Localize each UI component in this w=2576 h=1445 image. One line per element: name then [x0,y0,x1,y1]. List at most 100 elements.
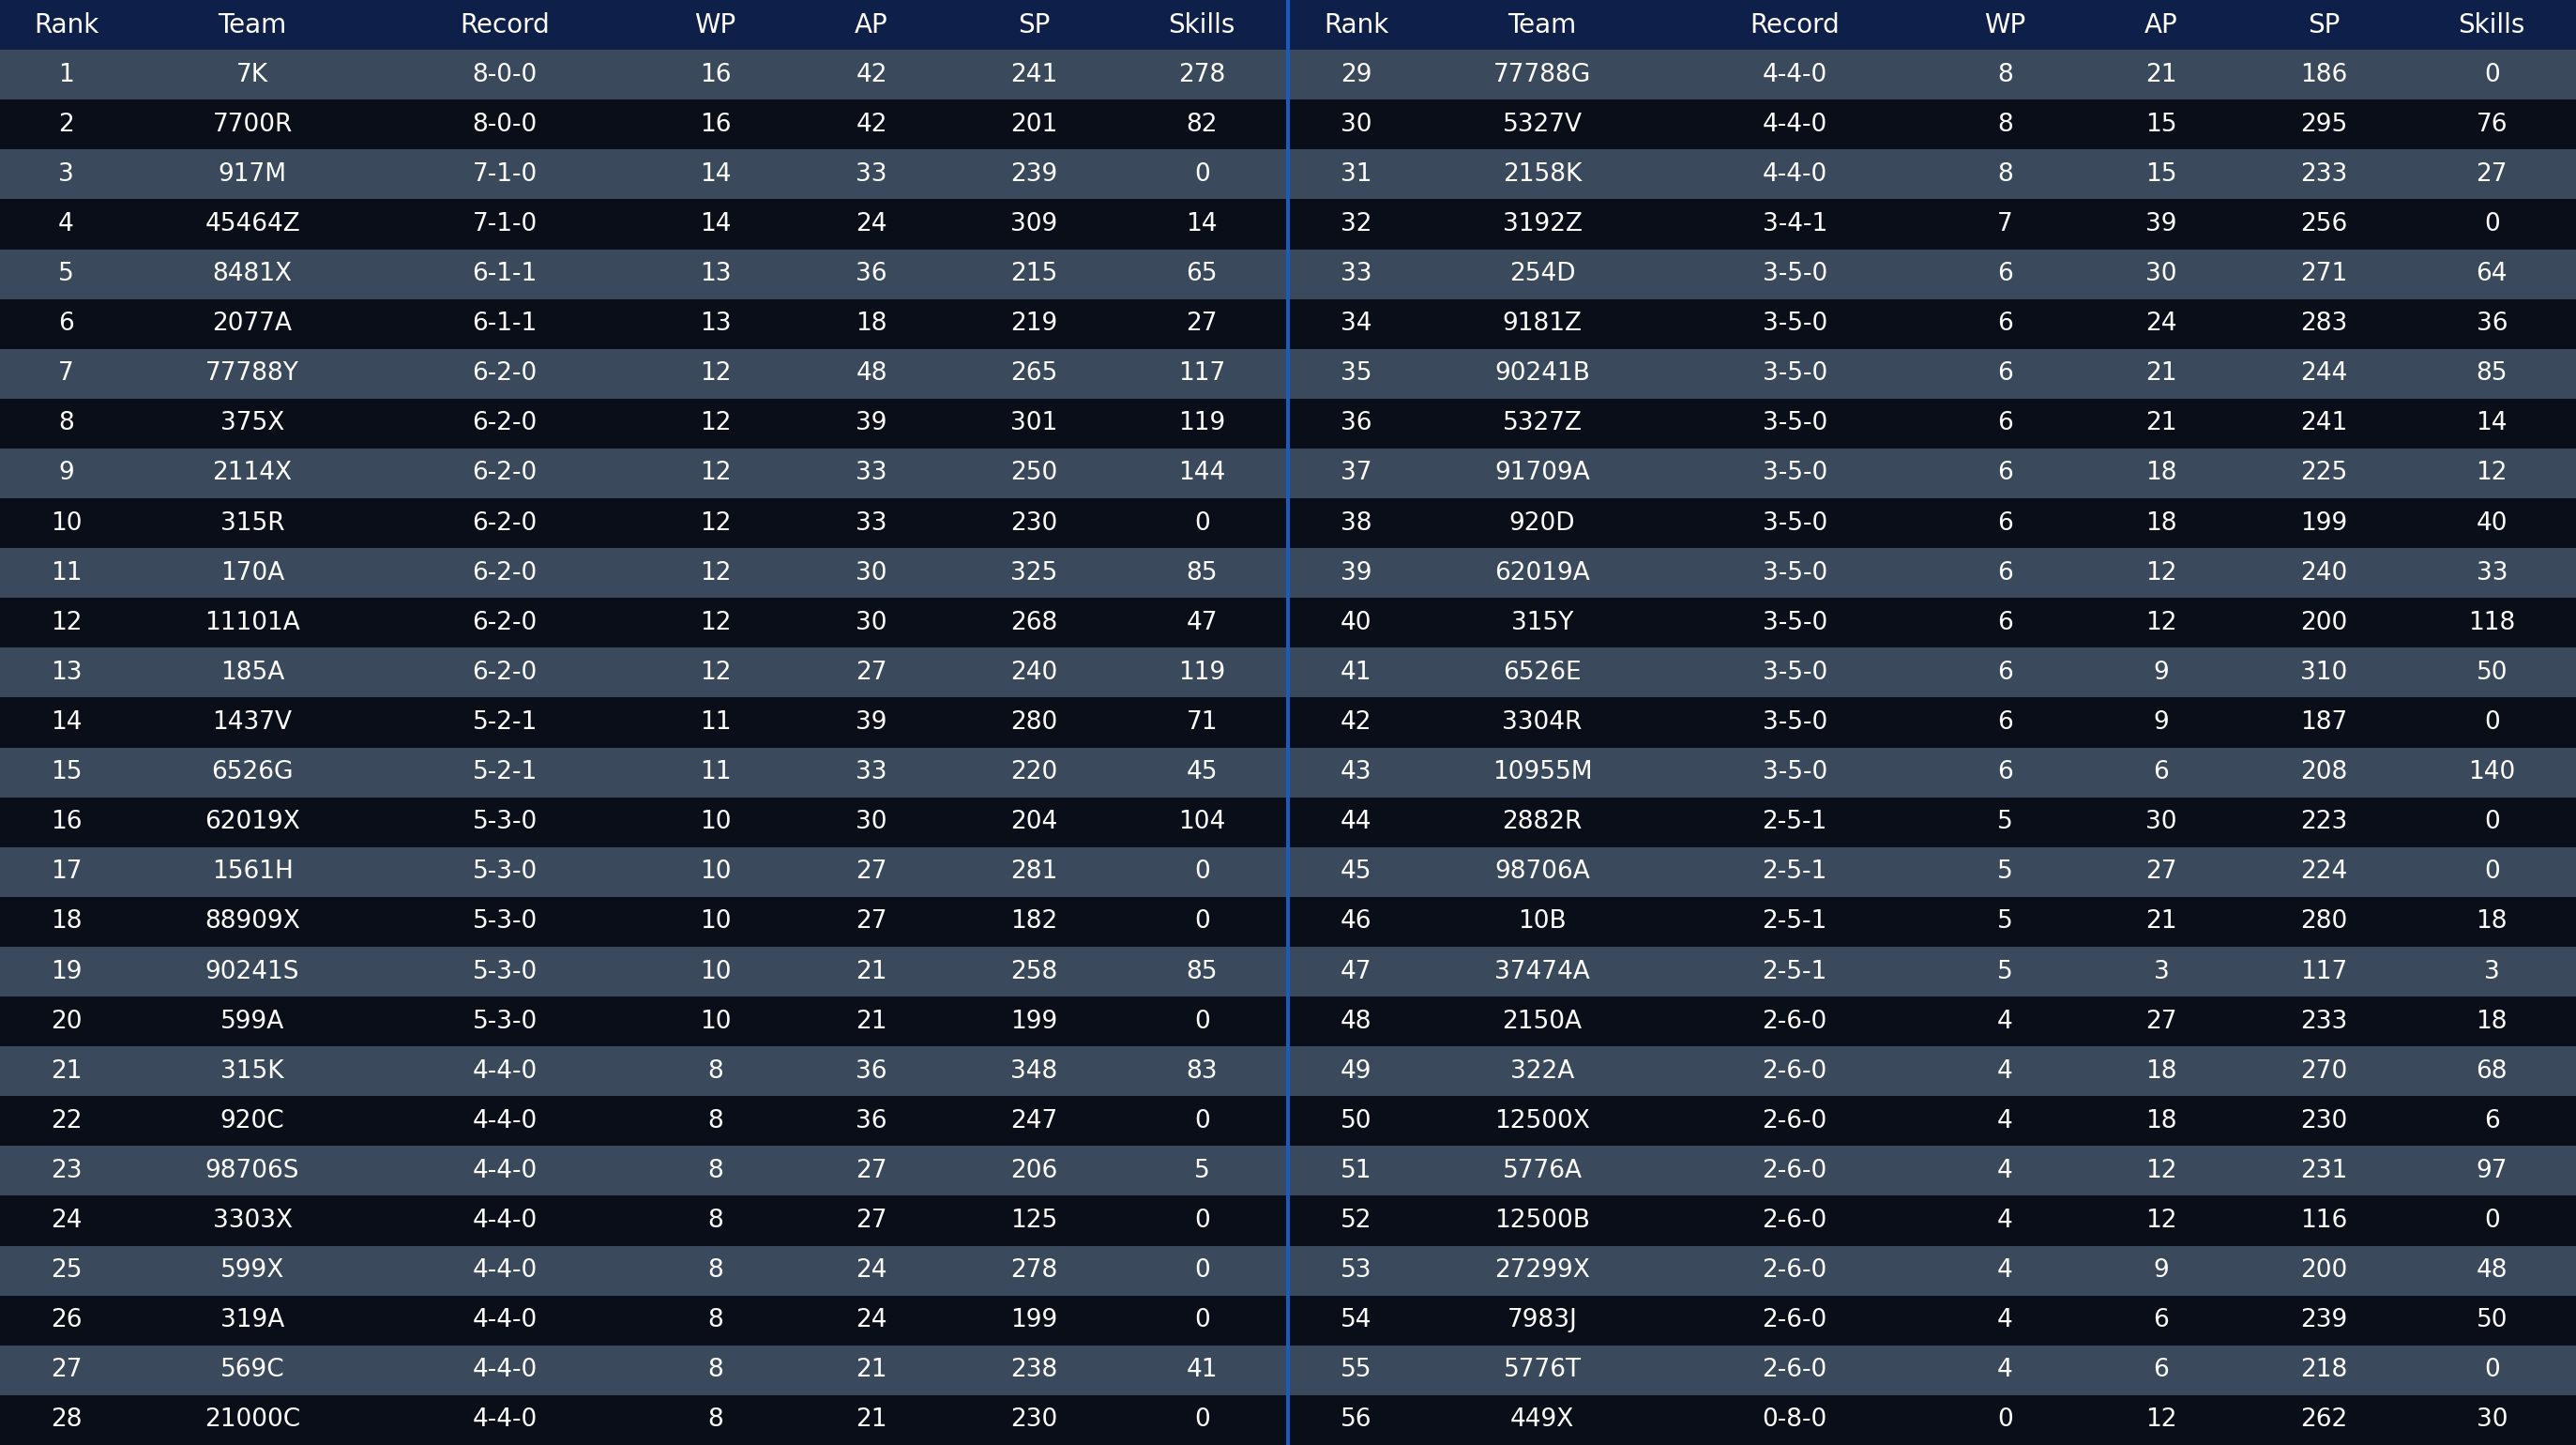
Bar [1118,1196,1285,1246]
Text: 31: 31 [1340,162,1370,186]
Bar [374,348,636,399]
Text: 71: 71 [1188,711,1218,734]
Bar [1662,1146,1927,1196]
Bar [2239,798,2409,847]
Bar [2239,249,2409,299]
Bar [131,448,374,499]
Bar [2084,448,2239,499]
Bar [1118,100,1285,149]
Bar [793,100,951,149]
Text: 5-3-0: 5-3-0 [471,811,538,834]
Text: 271: 271 [2300,262,2347,286]
Text: 8: 8 [708,1208,724,1233]
Text: 2114X: 2114X [211,461,291,486]
Text: 218: 218 [2300,1358,2347,1383]
Bar [1291,1246,1422,1296]
Bar [1291,698,1422,747]
Bar [951,199,1118,249]
Text: Team: Team [1507,12,1577,38]
Text: 38: 38 [1340,512,1370,536]
Text: 2-6-0: 2-6-0 [1762,1009,1826,1033]
Bar [2084,1246,2239,1296]
Text: 0: 0 [1195,1407,1211,1432]
Text: 11101A: 11101A [204,611,301,634]
Bar [2084,100,2239,149]
Bar [131,249,374,299]
Bar [951,1196,1118,1246]
Text: Skills: Skills [2458,12,2524,38]
Bar [0,1345,131,1396]
Text: 0: 0 [1195,860,1211,884]
Bar [1927,1146,2084,1196]
Bar [2084,1396,2239,1445]
Bar [1422,598,1662,647]
Bar [793,1246,951,1296]
Bar [1927,499,2084,548]
Bar [131,399,374,448]
Bar [2084,997,2239,1046]
Text: 239: 239 [1010,162,1056,186]
Text: 301: 301 [1010,412,1056,436]
Text: 33: 33 [855,512,886,536]
Text: 6: 6 [1996,512,2012,536]
Text: 219: 219 [1010,312,1056,337]
Bar [1118,1345,1285,1396]
Bar [2239,499,2409,548]
Bar [2239,647,2409,698]
Bar [0,149,131,199]
Bar [1118,1046,1285,1097]
Text: 0-8-0: 0-8-0 [1762,1407,1826,1432]
Text: 5: 5 [1996,909,2012,933]
Text: 33: 33 [855,461,886,486]
Text: 3: 3 [2483,959,2499,984]
Bar [793,1146,951,1196]
Bar [1118,548,1285,598]
Bar [374,499,636,548]
Bar [2409,100,2576,149]
Text: 920D: 920D [1510,512,1577,536]
Text: 18: 18 [855,312,886,337]
Bar [1927,897,2084,946]
Text: 3192Z: 3192Z [1502,212,1582,237]
Bar [793,49,951,100]
Bar [1291,946,1422,997]
Text: 3-5-0: 3-5-0 [1762,611,1826,634]
Text: 8: 8 [708,1358,724,1383]
Bar [1662,100,1927,149]
Text: 4-4-0: 4-4-0 [471,1407,538,1432]
Text: 2882R: 2882R [1502,811,1582,834]
Text: 56: 56 [1340,1407,1370,1432]
Bar [374,448,636,499]
Text: 118: 118 [2468,611,2514,634]
Bar [2239,1396,2409,1445]
Bar [2409,49,2576,100]
Bar [636,1046,793,1097]
Bar [1927,847,2084,897]
Bar [951,399,1118,448]
Text: 5: 5 [1195,1159,1211,1183]
Text: 3-5-0: 3-5-0 [1762,262,1826,286]
Text: 5-2-1: 5-2-1 [471,760,538,785]
Bar [2239,847,2409,897]
Text: 44: 44 [1340,811,1370,834]
Text: 27: 27 [855,860,886,884]
Bar [1291,0,1422,49]
Bar [1662,49,1927,100]
Bar [1291,348,1422,399]
Text: 6-2-0: 6-2-0 [471,660,538,685]
Bar [2084,1345,2239,1396]
Text: 204: 204 [1010,811,1056,834]
Text: 33: 33 [855,760,886,785]
Text: 68: 68 [2476,1059,2506,1084]
Text: 309: 309 [1010,212,1056,237]
Text: 117: 117 [1177,361,1226,386]
Bar [793,946,951,997]
Text: 6: 6 [2483,1108,2499,1133]
Text: 2-6-0: 2-6-0 [1762,1358,1826,1383]
Bar [0,1246,131,1296]
Text: 223: 223 [2300,811,2347,834]
Text: 258: 258 [1010,959,1056,984]
Text: 599X: 599X [222,1259,283,1283]
Bar [374,149,636,199]
Text: 28: 28 [52,1407,82,1432]
